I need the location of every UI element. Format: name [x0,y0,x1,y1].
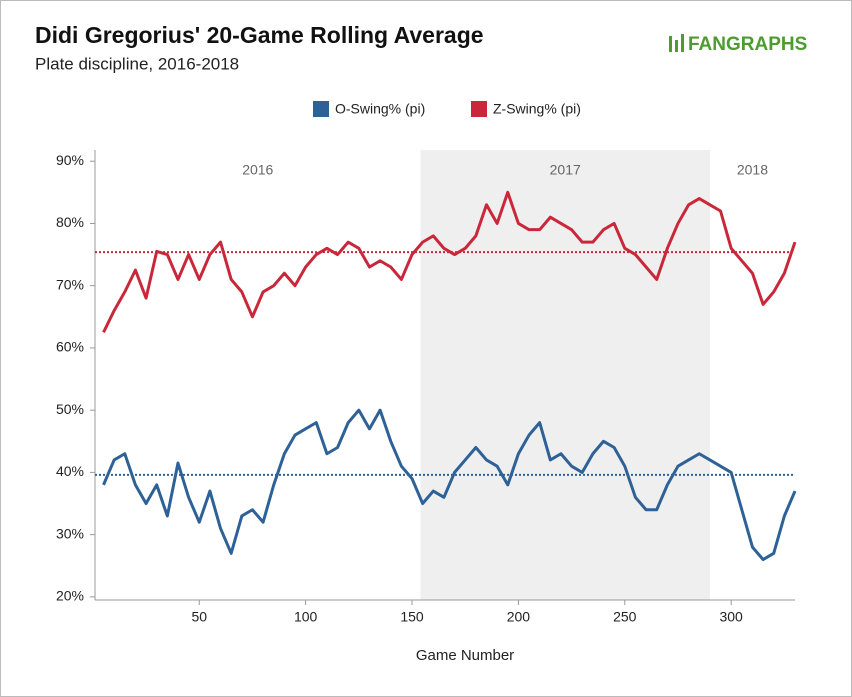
y-tick-label: 70% [56,276,84,292]
x-tick-label: 100 [294,609,318,625]
season-label: 2017 [550,162,581,178]
x-tick-label: 250 [613,609,637,625]
y-tick-label: 30% [56,525,84,541]
legend-swatch [471,101,487,117]
x-tick-label: 300 [719,609,743,625]
y-tick-label: 20% [56,588,84,604]
y-tick-label: 40% [56,463,84,479]
series-line [102,190,797,334]
x-tick-label: 50 [191,609,207,625]
season-band [420,150,710,600]
season-label: 2016 [242,162,273,178]
brand-icon [669,34,684,52]
x-tick-label: 200 [507,609,531,625]
y-tick-label: 60% [56,339,84,355]
series-line [102,408,797,562]
x-tick-label: 150 [400,609,424,625]
legend-label: Z-Swing% (pi) [493,101,581,117]
y-tick-label: 80% [56,214,84,230]
season-label: 2018 [737,162,768,178]
chart-subtitle: Plate discipline, 2016-2018 [35,54,239,73]
legend-label: O-Swing% (pi) [335,101,425,117]
y-tick-label: 90% [56,152,84,168]
brand: FANGRAPHS [688,34,807,55]
x-axis-label: Game Number [416,647,514,664]
y-tick-label: 50% [56,401,84,417]
legend-swatch [313,101,329,117]
chart-title: Didi Gregorius' 20-Game Rolling Average [35,22,484,48]
